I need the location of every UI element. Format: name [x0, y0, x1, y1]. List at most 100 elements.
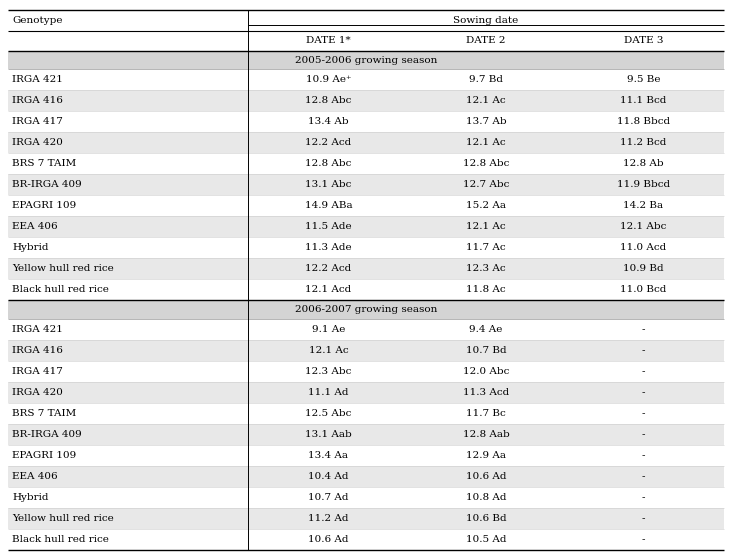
Text: Yellow hull red rice: Yellow hull red rice — [12, 264, 113, 273]
Text: EEA 406: EEA 406 — [12, 472, 58, 481]
Bar — [8, 112, 724, 132]
Text: IRGA 420: IRGA 420 — [12, 388, 63, 397]
Text: 11.0 Bcd: 11.0 Bcd — [620, 285, 667, 295]
Text: -: - — [642, 535, 645, 544]
Bar — [8, 132, 724, 153]
Text: EPAGRI 109: EPAGRI 109 — [12, 201, 76, 210]
Bar — [8, 153, 724, 175]
Text: 11.1 Ad: 11.1 Ad — [308, 388, 348, 397]
Text: 12.9 Aa: 12.9 Aa — [466, 451, 506, 460]
Text: IRGA 417: IRGA 417 — [12, 367, 63, 376]
Text: 13.4 Aa: 13.4 Aa — [308, 451, 348, 460]
Text: 2006-2007 growing season: 2006-2007 growing season — [295, 305, 437, 314]
Text: 12.8 Ab: 12.8 Ab — [623, 160, 664, 169]
Bar — [8, 508, 724, 529]
Text: Yellow hull red rice: Yellow hull red rice — [12, 514, 113, 523]
Text: 10.7 Bd: 10.7 Bd — [466, 346, 507, 355]
Text: 14.9 ABa: 14.9 ABa — [305, 201, 352, 210]
Text: 13.7 Ab: 13.7 Ab — [466, 118, 507, 127]
Text: Hybrid: Hybrid — [12, 243, 48, 252]
Bar — [8, 319, 724, 340]
Text: 12.8 Abc: 12.8 Abc — [305, 160, 351, 169]
Bar — [8, 258, 724, 280]
Text: -: - — [642, 430, 645, 439]
Text: 12.1 Abc: 12.1 Abc — [620, 223, 667, 232]
Text: 12.7 Abc: 12.7 Abc — [463, 180, 509, 190]
Text: IRGA 416: IRGA 416 — [12, 97, 63, 105]
Text: Black hull red rice: Black hull red rice — [12, 285, 109, 295]
Text: -: - — [642, 325, 645, 334]
Text: 2005-2006 growing season: 2005-2006 growing season — [295, 56, 437, 65]
Text: 10.5 Ad: 10.5 Ad — [466, 535, 507, 544]
Bar — [8, 487, 724, 508]
Text: 12.1 Acd: 12.1 Acd — [305, 285, 351, 295]
Text: 12.3 Abc: 12.3 Abc — [305, 367, 351, 376]
Text: 12.1 Ac: 12.1 Ac — [466, 223, 506, 232]
Text: 11.8 Bbcd: 11.8 Bbcd — [617, 118, 670, 127]
Text: 12.3 Ac: 12.3 Ac — [466, 264, 506, 273]
Text: 9.5 Be: 9.5 Be — [627, 75, 660, 84]
Bar — [8, 51, 724, 70]
Text: 12.8 Abc: 12.8 Abc — [463, 160, 509, 169]
Text: 9.7 Bd: 9.7 Bd — [469, 75, 503, 84]
Text: 14.2 Ba: 14.2 Ba — [624, 201, 663, 210]
Text: 12.8 Aab: 12.8 Aab — [463, 430, 509, 439]
Text: 11.3 Ade: 11.3 Ade — [305, 243, 351, 252]
Text: 10.8 Ad: 10.8 Ad — [466, 493, 507, 502]
Text: -: - — [642, 346, 645, 355]
Text: 12.1 Ac: 12.1 Ac — [309, 346, 348, 355]
Text: 11.2 Ad: 11.2 Ad — [308, 514, 348, 523]
Text: 11.0 Acd: 11.0 Acd — [620, 243, 667, 252]
Bar — [8, 90, 724, 112]
Text: 11.8 Ac: 11.8 Ac — [466, 285, 506, 295]
Text: 10.9 Bd: 10.9 Bd — [623, 264, 664, 273]
Text: BR-IRGA 409: BR-IRGA 409 — [12, 430, 82, 439]
Text: 13.4 Ab: 13.4 Ab — [308, 118, 348, 127]
Bar — [8, 424, 724, 445]
Text: -: - — [642, 472, 645, 481]
Text: IRGA 420: IRGA 420 — [12, 138, 63, 147]
Bar — [8, 529, 724, 550]
Text: DATE 1*: DATE 1* — [306, 36, 351, 45]
Bar — [8, 195, 724, 217]
Text: 10.6 Ad: 10.6 Ad — [466, 472, 507, 481]
Bar — [8, 382, 724, 403]
Text: 12.8 Abc: 12.8 Abc — [305, 97, 351, 105]
Text: IRGA 417: IRGA 417 — [12, 118, 63, 127]
Text: Genotype: Genotype — [12, 16, 62, 25]
Text: 10.7 Ad: 10.7 Ad — [308, 493, 348, 502]
Text: 12.1 Ac: 12.1 Ac — [466, 97, 506, 105]
Text: -: - — [642, 367, 645, 376]
Bar — [8, 340, 724, 361]
Text: Sowing date: Sowing date — [453, 16, 518, 25]
Text: -: - — [642, 409, 645, 418]
Text: DATE 3: DATE 3 — [624, 36, 663, 45]
Text: -: - — [642, 451, 645, 460]
Bar — [8, 466, 724, 487]
Text: 10.9 Ae⁺: 10.9 Ae⁺ — [306, 75, 351, 84]
Text: -: - — [642, 493, 645, 502]
Text: EPAGRI 109: EPAGRI 109 — [12, 451, 76, 460]
Text: -: - — [642, 388, 645, 397]
Text: 11.9 Bbcd: 11.9 Bbcd — [617, 180, 670, 190]
Text: EEA 406: EEA 406 — [12, 223, 58, 232]
Text: 12.5 Abc: 12.5 Abc — [305, 409, 351, 418]
Bar — [8, 238, 724, 258]
Text: 10.6 Ad: 10.6 Ad — [308, 535, 348, 544]
Text: 12.2 Acd: 12.2 Acd — [305, 138, 351, 147]
Text: 13.1 Aab: 13.1 Aab — [305, 430, 352, 439]
Text: IRGA 421: IRGA 421 — [12, 75, 63, 84]
Bar — [8, 361, 724, 382]
Bar — [8, 445, 724, 466]
Bar — [8, 403, 724, 424]
Text: Hybrid: Hybrid — [12, 493, 48, 502]
Bar — [8, 300, 724, 319]
Text: IRGA 416: IRGA 416 — [12, 346, 63, 355]
Text: 9.4 Ae: 9.4 Ae — [469, 325, 503, 334]
Text: 12.1 Ac: 12.1 Ac — [466, 138, 506, 147]
Text: Black hull red rice: Black hull red rice — [12, 535, 109, 544]
Bar — [8, 70, 724, 90]
Text: 15.2 Aa: 15.2 Aa — [466, 201, 506, 210]
Text: BRS 7 TAIM: BRS 7 TAIM — [12, 409, 76, 418]
Text: 11.2 Bcd: 11.2 Bcd — [620, 138, 667, 147]
